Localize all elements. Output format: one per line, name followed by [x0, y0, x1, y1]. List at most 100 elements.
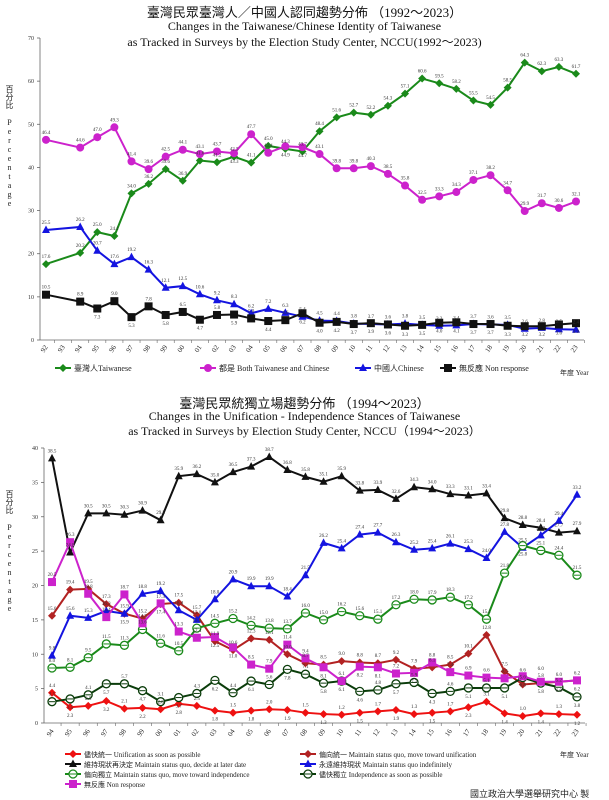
chart2-point: [391, 705, 400, 714]
chart2-point: [446, 489, 455, 498]
chart2-point: [482, 697, 491, 706]
chart1-data-label: 5.9: [231, 322, 238, 327]
chart2-point: [573, 490, 581, 498]
chart2-data-label: 24.0: [482, 549, 491, 554]
chart1-x-tick-label: 22: [552, 343, 563, 354]
chart1-data-label: 3.7: [470, 315, 477, 320]
chart1-data-label: 54.3: [384, 97, 393, 102]
chart1-point: [42, 290, 50, 299]
chart2-data-label: 4.4: [49, 684, 56, 689]
chart1-x-tick-label: 21: [535, 343, 546, 354]
chart2-data-label: 36.8: [283, 461, 292, 466]
chart2-point: [120, 510, 129, 518]
chart2-data-label: 30.3: [120, 506, 129, 511]
chart1-point: [503, 83, 512, 92]
chart2-point: [536, 523, 545, 531]
chart2-point: [500, 667, 509, 676]
chart2-data-label: 29.4: [555, 512, 564, 517]
chart1-data-label: 30.6: [555, 199, 564, 204]
chart1-series-line: [45, 225, 577, 331]
chart1-data-label: 7.8: [145, 297, 152, 302]
chart1-data-label: 20.2: [76, 244, 85, 249]
chart2-data-label: 6.2: [574, 687, 581, 692]
chart2-point: [84, 613, 93, 621]
chart2-data-label: 15.0: [192, 611, 201, 616]
chart2-point: [247, 581, 256, 590]
chart2-x-tick-label: 14: [407, 727, 418, 738]
chart1-point: [264, 141, 273, 150]
chart1-point: [178, 281, 187, 290]
chart1-x-tick-label: 14: [415, 343, 426, 354]
chart1-data-label: 6.5: [180, 303, 187, 308]
chart1-data-label: 5.4: [299, 308, 306, 313]
chart1-data-label: 38.2: [486, 166, 495, 171]
chart1-data-label: 63.3: [555, 58, 564, 63]
chart2-data-label: 8.1: [320, 674, 327, 679]
chart1-point: [127, 252, 136, 261]
chart1-x-tick-label: 16: [449, 343, 460, 354]
chart2-y-tick-label: 5: [35, 687, 38, 693]
chart2-x-tick-label: 06: [262, 727, 273, 738]
chart1-data-label: 3.3: [504, 333, 511, 338]
chart2-data-label: 10.0: [283, 645, 292, 650]
chart2-data-label: 5.7: [103, 691, 110, 696]
chart2-data-label: 18.4: [283, 588, 292, 593]
chart2-data-label: 17.3: [102, 595, 111, 600]
chart2-data-label: 1.2: [574, 722, 581, 727]
chart2-data-label: 25.3: [464, 540, 473, 545]
chart1-point: [435, 79, 444, 88]
chart2-data-label: 2.5: [194, 697, 201, 702]
chart2-point: [319, 663, 328, 672]
chart1-point: [298, 309, 307, 318]
chart1-legend-label: 無反應 Non response: [459, 363, 529, 373]
chart1-data-label: 47.0: [93, 128, 102, 133]
chart2-point: [446, 539, 455, 547]
chart2-data-label: 33.2: [573, 486, 582, 491]
chart2-data-label: 12.4: [192, 629, 201, 634]
chart2-point: [554, 710, 563, 719]
chart1-point: [178, 176, 187, 185]
chart1-data-label: 3.3: [402, 333, 409, 338]
chart2-point: [174, 627, 183, 636]
chart1-point: [332, 317, 341, 326]
chart1-point: [572, 319, 580, 328]
chart2-x-tick-label: 17: [461, 727, 472, 738]
chart2-point: [102, 600, 111, 609]
chart2-x-tick-label: 13: [389, 727, 400, 738]
chart2-data-label: 7.1: [302, 665, 309, 670]
chart1-point: [195, 315, 204, 324]
chart1-y-tick-label: 70: [28, 36, 34, 42]
chart1-legend-label: 中國人Chinese: [374, 363, 424, 373]
chart2-data-label: 6.1: [248, 688, 255, 693]
chart2-data-label: 33.1: [464, 486, 473, 491]
chart2-data-label: 8.2: [357, 674, 364, 679]
chart2-x-tick-label: 19: [498, 727, 509, 738]
chart2-data-label: 15.6: [66, 607, 75, 612]
chart1-data-label: 55.5: [469, 92, 478, 97]
chart2-data-label: 38.7: [265, 448, 274, 453]
chart2-point: [265, 705, 274, 714]
chart2-data-label: 6.6: [483, 669, 490, 674]
chart1-x-tick-label: 10: [347, 343, 358, 354]
chart2-x-tick-label: 12: [371, 727, 382, 738]
chart2-x-tick-label: 98: [117, 727, 128, 738]
chart2-data-label: 2.2: [139, 715, 146, 720]
chart1-point: [230, 149, 239, 158]
chart1-data-label: 45.0: [264, 137, 273, 142]
chart1-y-tick-label: 30: [28, 209, 34, 215]
chart2-data-label: 27.4: [355, 526, 364, 531]
chart1-point: [435, 192, 444, 201]
chart1-x-tick-label: 09: [330, 343, 341, 354]
chart1-data-label: 5.8: [163, 322, 170, 327]
chart1-data-label: 39.8: [349, 159, 358, 164]
chart1-data-label: 19.2: [127, 248, 136, 253]
chart2-data-label: 1.3: [411, 705, 418, 710]
chart2-x-tick-label: 00: [154, 727, 165, 738]
chart1-x-tick-label: 04: [244, 343, 255, 354]
chart2-point: [428, 543, 437, 552]
chart2-x-tick-label: 10: [335, 727, 346, 738]
chart1-point: [401, 89, 410, 98]
chart2-point: [573, 710, 581, 719]
chart2-data-label: 6.8: [520, 683, 527, 688]
chart2-data-label: 7.5: [501, 662, 508, 667]
